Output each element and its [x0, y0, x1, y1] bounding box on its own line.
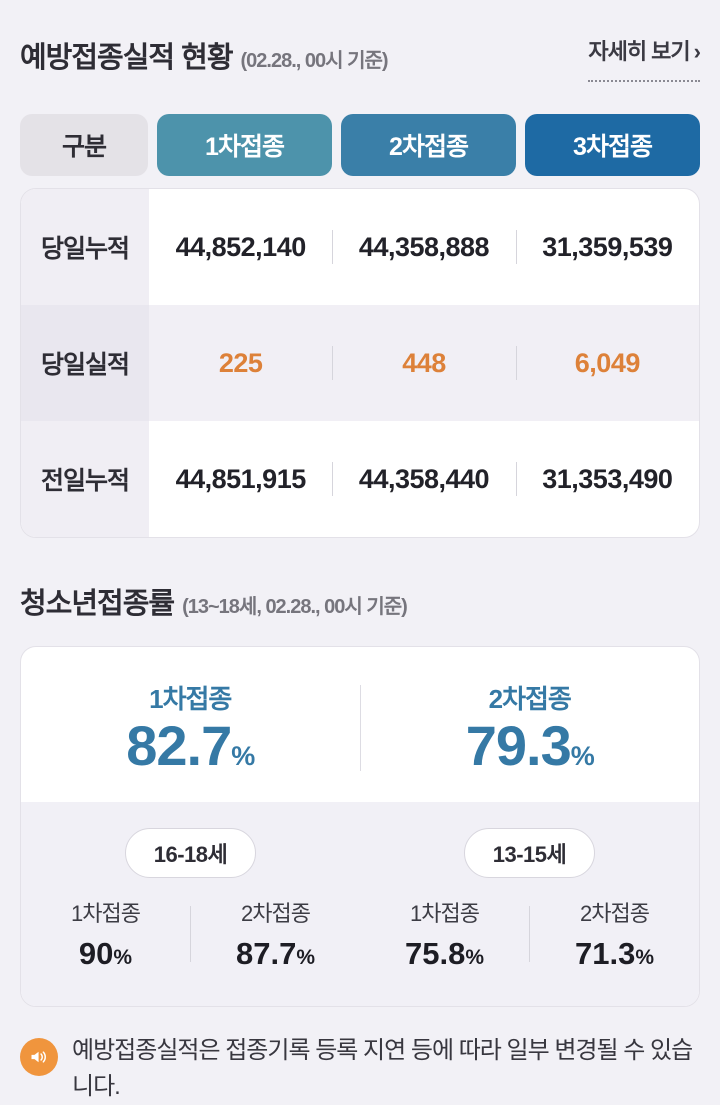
age-group-stats: 1차접종 90% 2차접종 87.7%	[21, 896, 360, 972]
cell-dose3: 31,353,490	[515, 421, 699, 537]
cell-value: 448	[402, 347, 446, 378]
stat-number: 75.8	[404, 936, 466, 972]
column-dose3-button[interactable]: 3차접종	[525, 114, 700, 176]
youth-age-groups: 16-18세 1차접종 90% 2차접종 87.7% 13-15세	[21, 802, 699, 1007]
summary-number: 79.3	[465, 714, 572, 777]
stat-value: 87.7%	[191, 936, 360, 972]
percent-sign: %	[296, 946, 316, 970]
table-row-cumulative-today: 당일누적 44,852,140 44,358,888 31,359,539	[21, 189, 699, 305]
percent-sign: %	[570, 741, 595, 771]
row-label: 당일실적	[21, 305, 149, 421]
cell-dose1: 44,852,140	[175, 231, 307, 262]
cell-value: 6,049	[574, 347, 641, 378]
detail-link[interactable]: 자세히 보기 ›	[588, 34, 701, 82]
row-label: 당일누적	[21, 189, 149, 305]
divider	[359, 684, 361, 771]
stat-label: 2차접종	[580, 901, 650, 927]
page-title: 예방접종실적 현황	[20, 42, 233, 74]
summary-number: 82.7	[126, 714, 232, 777]
summary-value: 82.7%	[21, 714, 360, 777]
stat-value: 71.3%	[530, 936, 699, 972]
stat-dose1: 1차접종 75.8%	[360, 896, 529, 972]
section-header-performance: 예방접종실적 현황 (02.28., 00시 기준) 자세히 보기 ›	[20, 34, 701, 82]
cell-dose3: 31,359,539	[515, 189, 699, 305]
stat-number: 71.3	[574, 936, 636, 972]
title-wrap: 청소년접종률 (13~18세, 02.28., 00시 기준)	[20, 580, 408, 622]
table-corner-label: 구분	[20, 114, 148, 176]
youth-title-date: (13~18세, 02.28., 00시 기준)	[182, 596, 408, 618]
table-row-daily-count: 당일실적 225 448 6,049	[21, 305, 699, 421]
summary-label: 2차접종	[488, 684, 572, 714]
stat-number: 87.7	[235, 936, 297, 972]
age-badge: 16-18세	[124, 828, 257, 879]
divider	[332, 230, 334, 264]
footer-note-text: 예방접종실적은 접종기록 등록 지연 등에 따라 일부 변경될 수 있습니다.	[72, 1037, 693, 1101]
age-group-stats: 1차접종 75.8% 2차접종 71.3%	[360, 896, 699, 972]
divider	[515, 462, 517, 496]
divider	[515, 346, 517, 380]
cell-dose2: 44,358,888	[332, 189, 515, 305]
title-wrap: 예방접종실적 현황 (02.28., 00시 기준)	[20, 34, 389, 76]
stat-dose2: 2차접종 71.3%	[530, 896, 699, 972]
column-dose2-button[interactable]: 2차접종	[341, 114, 516, 176]
stat-label: 1차접종	[71, 901, 141, 927]
cell-value: 44,358,888	[358, 231, 490, 262]
stat-dose2: 2차접종 87.7%	[191, 896, 360, 972]
section-header-youth: 청소년접종률 (13~18세, 02.28., 00시 기준)	[20, 580, 700, 622]
table-row-cumulative-previous: 전일누적 44,851,915 44,358,440 31,353,490	[21, 421, 699, 537]
age-badge: 13-15세	[463, 828, 596, 879]
divider	[332, 346, 334, 380]
chevron-right-icon: ›	[693, 39, 701, 64]
page-title-date: (02.28., 00시 기준)	[240, 50, 389, 72]
stat-number: 90	[78, 936, 114, 972]
youth-summary: 1차접종 82.7% 2차접종 79.3%	[21, 647, 699, 802]
age-group-16-18: 16-18세 1차접종 90% 2차접종 87.7%	[21, 828, 360, 972]
age-group-13-15: 13-15세 1차접종 75.8% 2차접종 71.3%	[360, 828, 699, 972]
divider	[332, 462, 334, 496]
footer-note: 예방접종실적은 접종기록 등록 지연 등에 따라 일부 변경될 수 있습니다.	[20, 1033, 700, 1105]
column-dose1-button[interactable]: 1차접종	[157, 114, 332, 176]
cell-dose1: 225	[218, 347, 263, 378]
summary-label: 1차접종	[149, 684, 232, 714]
detail-link-label: 자세히 보기	[588, 39, 690, 64]
youth-rate-card: 1차접종 82.7% 2차접종 79.3% 16-18세 1차접종 90%	[20, 646, 700, 1008]
youth-summary-dose1: 1차접종 82.7%	[21, 679, 360, 776]
row-label: 전일누적	[21, 421, 149, 537]
youth-title: 청소년접종률	[20, 588, 175, 620]
vaccination-table: 당일누적 44,852,140 44,358,888 31,359,539 당일…	[20, 188, 700, 538]
percent-sign: %	[465, 946, 485, 970]
percent-sign: %	[231, 741, 255, 771]
table-column-header: 구분 1차접종 2차접종 3차접종	[20, 114, 700, 176]
divider	[190, 906, 191, 963]
cell-value: 31,353,490	[542, 463, 673, 494]
divider	[529, 906, 530, 963]
stat-label: 1차접종	[410, 901, 480, 927]
summary-value: 79.3%	[361, 714, 700, 777]
stat-value: 75.8%	[360, 936, 529, 972]
cell-dose2: 44,358,440	[332, 421, 515, 537]
youth-summary-dose2: 2차접종 79.3%	[361, 679, 700, 776]
cell-value: 44,358,440	[358, 463, 490, 494]
cell-dose1: 44,851,915	[175, 463, 307, 494]
percent-sign: %	[113, 946, 133, 970]
stat-dose1: 1차접종 90%	[21, 896, 190, 972]
cell-value: 31,359,539	[542, 231, 673, 262]
divider	[515, 230, 517, 264]
stat-value: 90%	[21, 936, 190, 972]
cell-dose2: 448	[332, 305, 515, 421]
percent-sign: %	[635, 946, 655, 970]
stat-label: 2차접종	[241, 901, 311, 927]
cell-dose3: 6,049	[515, 305, 699, 421]
speaker-icon	[20, 1038, 58, 1077]
